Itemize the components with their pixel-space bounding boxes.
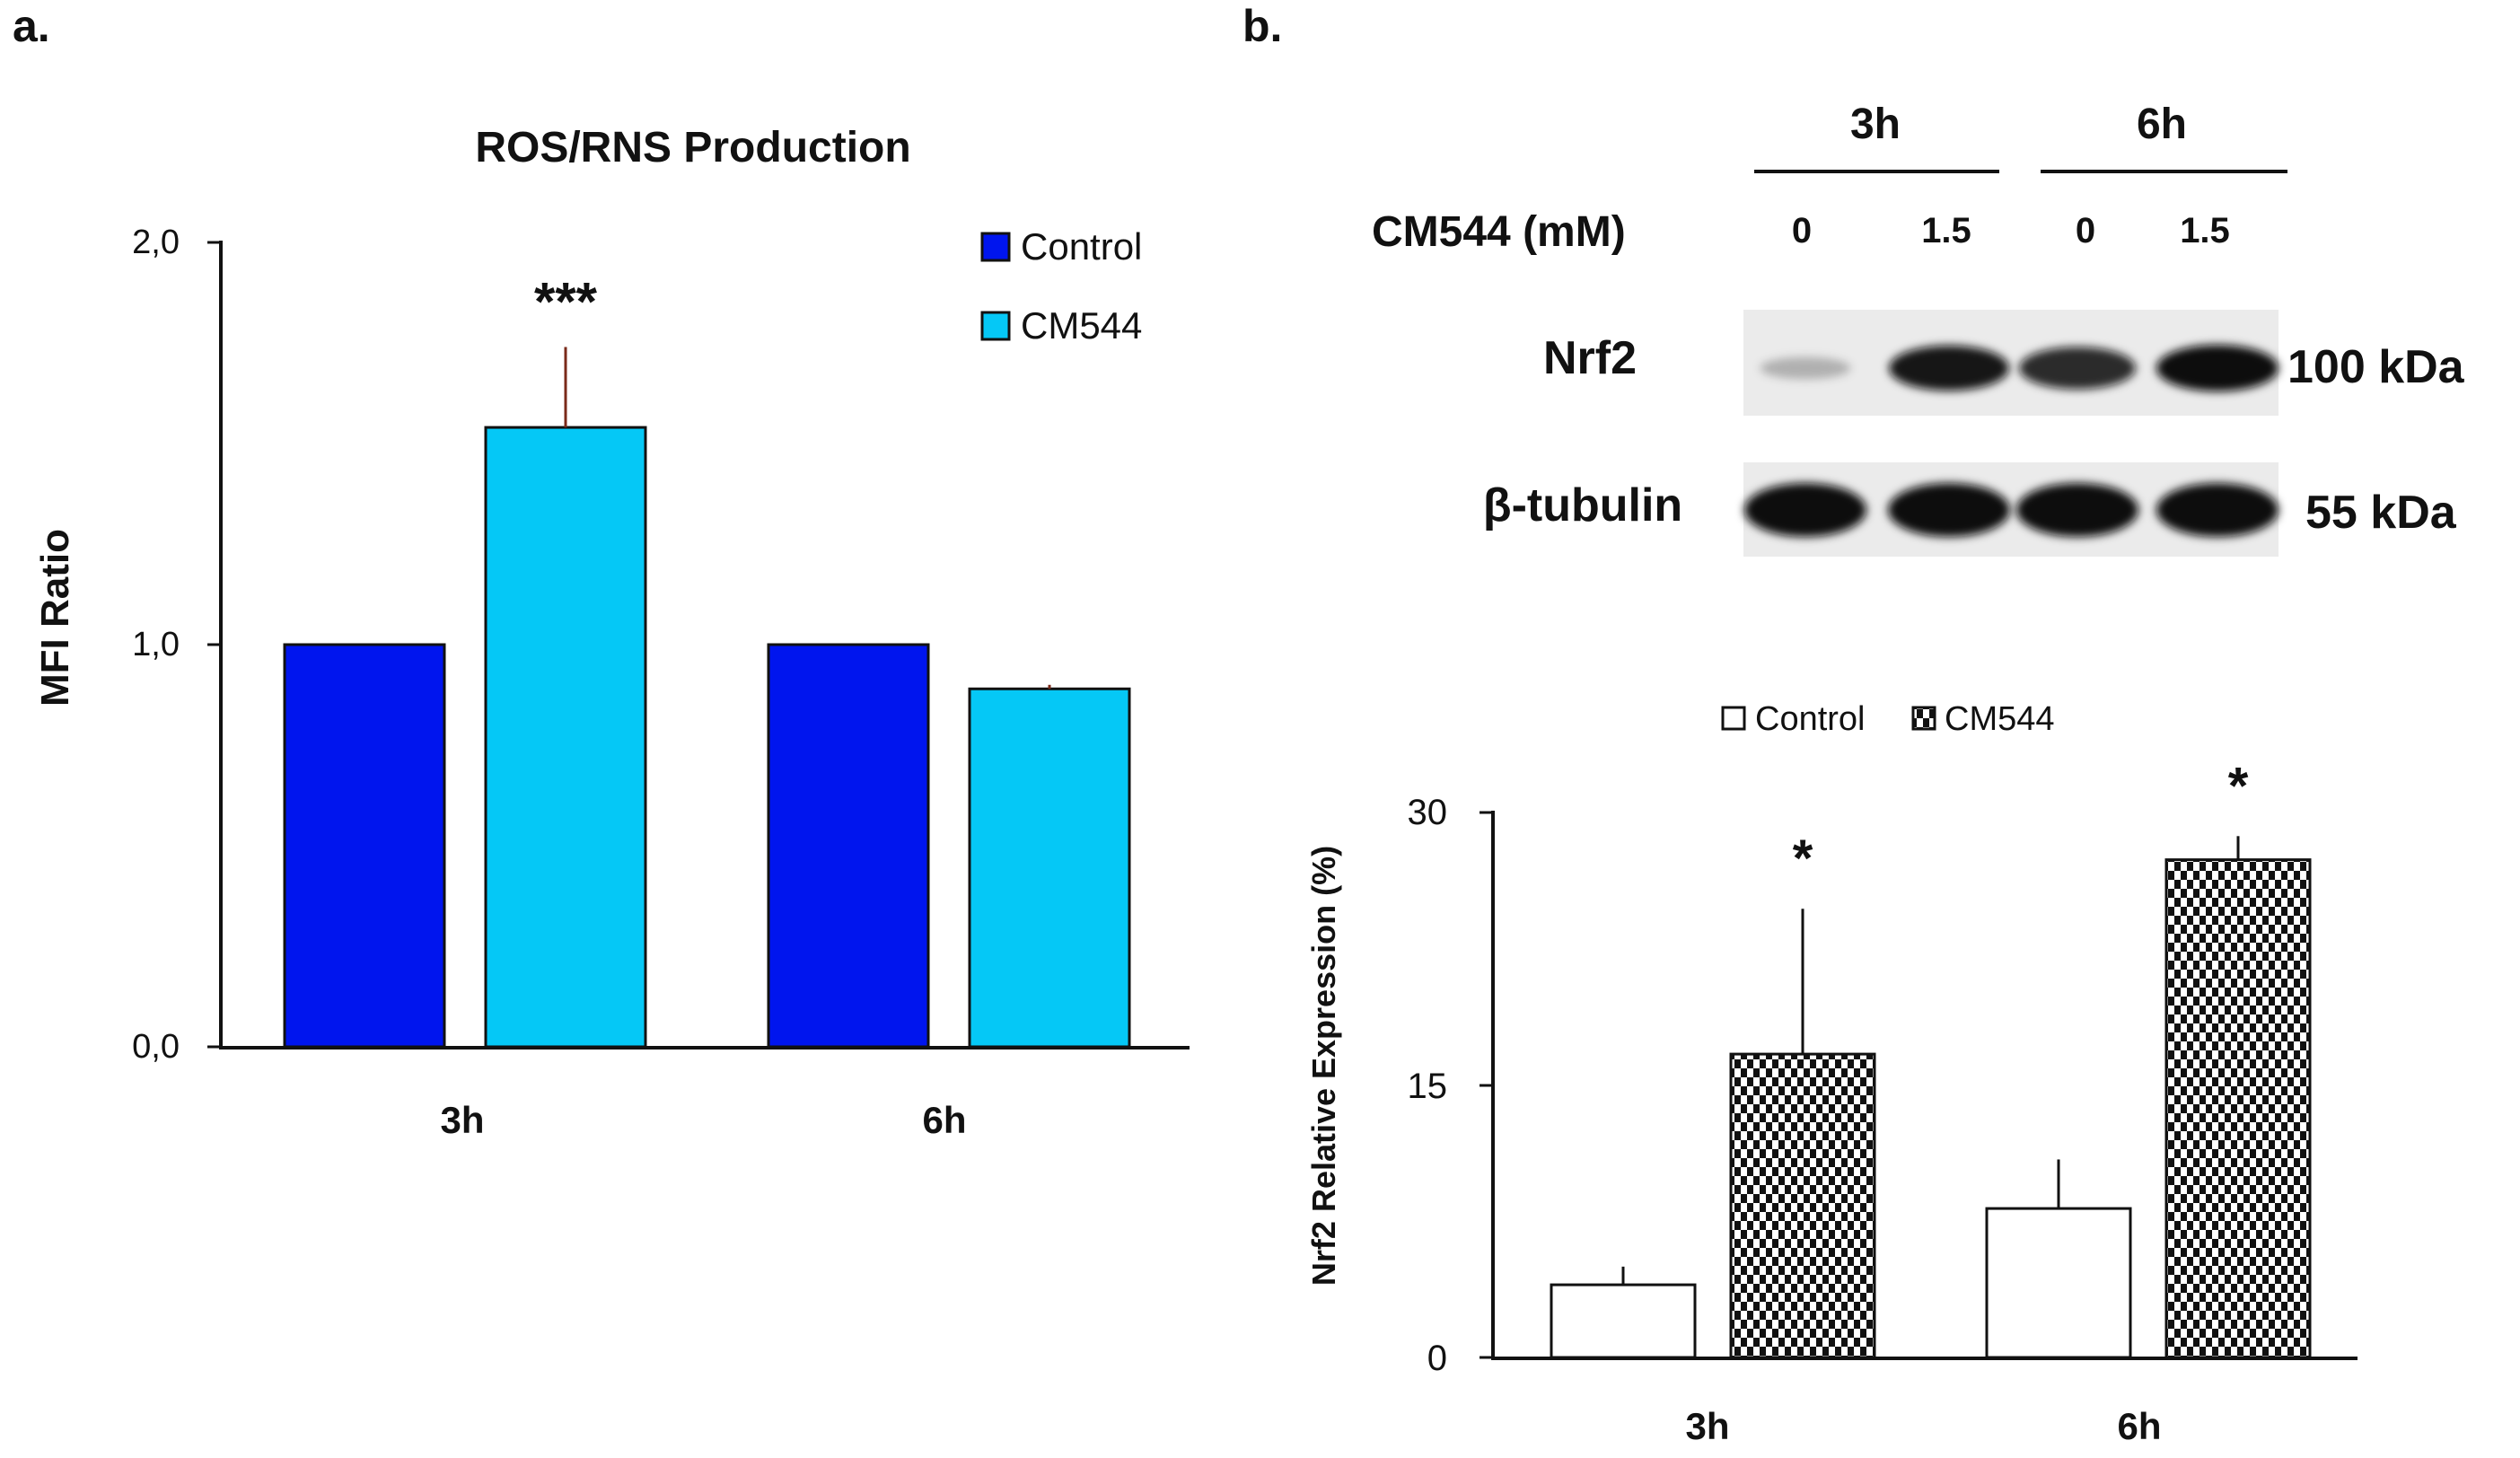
blot-row-label-nrf2: Nrf2: [1543, 332, 1637, 384]
chart-a-significance-marker: ***: [534, 271, 598, 331]
panel-a-label: a.: [13, 1, 50, 51]
chart-a-x-tick-label: 3h: [440, 1099, 484, 1141]
panel-b-label: b.: [1242, 1, 1282, 51]
chart-a-y-tick-label: 2,0: [132, 224, 180, 261]
blot-band-nrf2-lane-2: [1889, 345, 2009, 391]
chart-b-significance-marker: *: [2228, 757, 2249, 815]
chart-b-legend-label-cm544: CM544: [1945, 700, 2055, 738]
blot-band-nrf2-lane-1: [1760, 356, 1851, 380]
blot-time-header-3h: 3h: [1850, 101, 1901, 148]
blot-time-header-6h: 6h: [2137, 101, 2187, 148]
blot-band-nrf2-lane-3: [2019, 347, 2136, 390]
chart-b-y-tick-label: 15: [1408, 1067, 1448, 1106]
chart-a-legend-swatch-control: [980, 232, 1011, 262]
chart-b-legend-swatch-cm544: [1911, 706, 1936, 731]
blot-size-tubulin: 55 kDa: [2305, 487, 2457, 539]
chart-a-y-tick-label: 1,0: [132, 626, 180, 663]
blot-band-nrf2-lane-4: [2156, 345, 2279, 391]
chart-b-significance-marker: *: [1793, 830, 1813, 888]
blot-band-tubulin-lane-4: [2156, 483, 2279, 537]
chart-b-x-tick-label: 6h: [2117, 1405, 2161, 1447]
chart-a-y-axis-label: MFI Ratio: [33, 529, 77, 707]
panel-b: b. 3h 6h CM544 (mM) 0 1.5 0 1.5 Nrf2 100…: [1242, 1, 2465, 557]
chart-a-bar-control-3h: [283, 643, 446, 1049]
chart-b-y-tick-label: 0: [1427, 1339, 1447, 1378]
blot-row-label-tubulin: β-tubulin: [1483, 479, 1682, 531]
blot-dose-value: 1.5: [1921, 211, 1971, 250]
chart-b-bar-control-3h: [1550, 1283, 1697, 1359]
chart-a-bar-cm544-6h: [968, 687, 1131, 1049]
chart-b-legend-swatch-control: [1721, 706, 1746, 731]
chart-b-y-axis-label: Nrf2 Relative Expression (%): [1305, 846, 1342, 1286]
chart-a-bar-cm544-3h: [484, 426, 647, 1049]
chart-a-legend-label-cm544: CM544: [1021, 304, 1142, 347]
blot-band-tubulin-lane-3: [2016, 483, 2138, 537]
chart-a-legend-swatch-cm544: [980, 311, 1011, 341]
chart-a-legend: Control CM544: [980, 225, 1142, 347]
chart-b-bar-cm544-6h: [2164, 858, 2312, 1359]
chart-a-y-tick-label: 0,0: [132, 1028, 180, 1066]
panel-b-chart: Control CM544 Nrf2 Relative Expression (…: [1305, 700, 2358, 1447]
blot-band-tubulin-lane-1: [1744, 483, 1866, 537]
chart-a-legend-label-control: Control: [1021, 225, 1142, 268]
chart-b-legend-label-control: Control: [1755, 700, 1866, 738]
chart-a-bar-control-6h: [767, 643, 930, 1049]
chart-b-bar-control-6h: [1985, 1207, 2132, 1359]
panel-a: a. ROS/RNS Production MFI Ratio 0,0 1,0 …: [13, 1, 1190, 1141]
chart-a-x-tick-label: 6h: [922, 1099, 966, 1141]
chart-b-bar-cm544-3h: [1729, 1052, 1876, 1359]
blot-band-tubulin-lane-2: [1888, 483, 2010, 537]
chart-b-y-tick-label: 30: [1408, 793, 1448, 832]
blot-dose-value: 0: [1792, 211, 1812, 250]
blot-dose-label: CM544 (mM): [1372, 208, 1626, 256]
blot-size-nrf2: 100 kDa: [2287, 341, 2465, 393]
chart-b-legend: Control CM544: [1721, 700, 2055, 738]
chart-b-x-tick-label: 3h: [1685, 1405, 1729, 1447]
blot-dose-value: 1.5: [2180, 211, 2230, 250]
blot-dose-value: 0: [2076, 211, 2095, 250]
chart-a-title: ROS/RNS Production: [475, 124, 910, 171]
